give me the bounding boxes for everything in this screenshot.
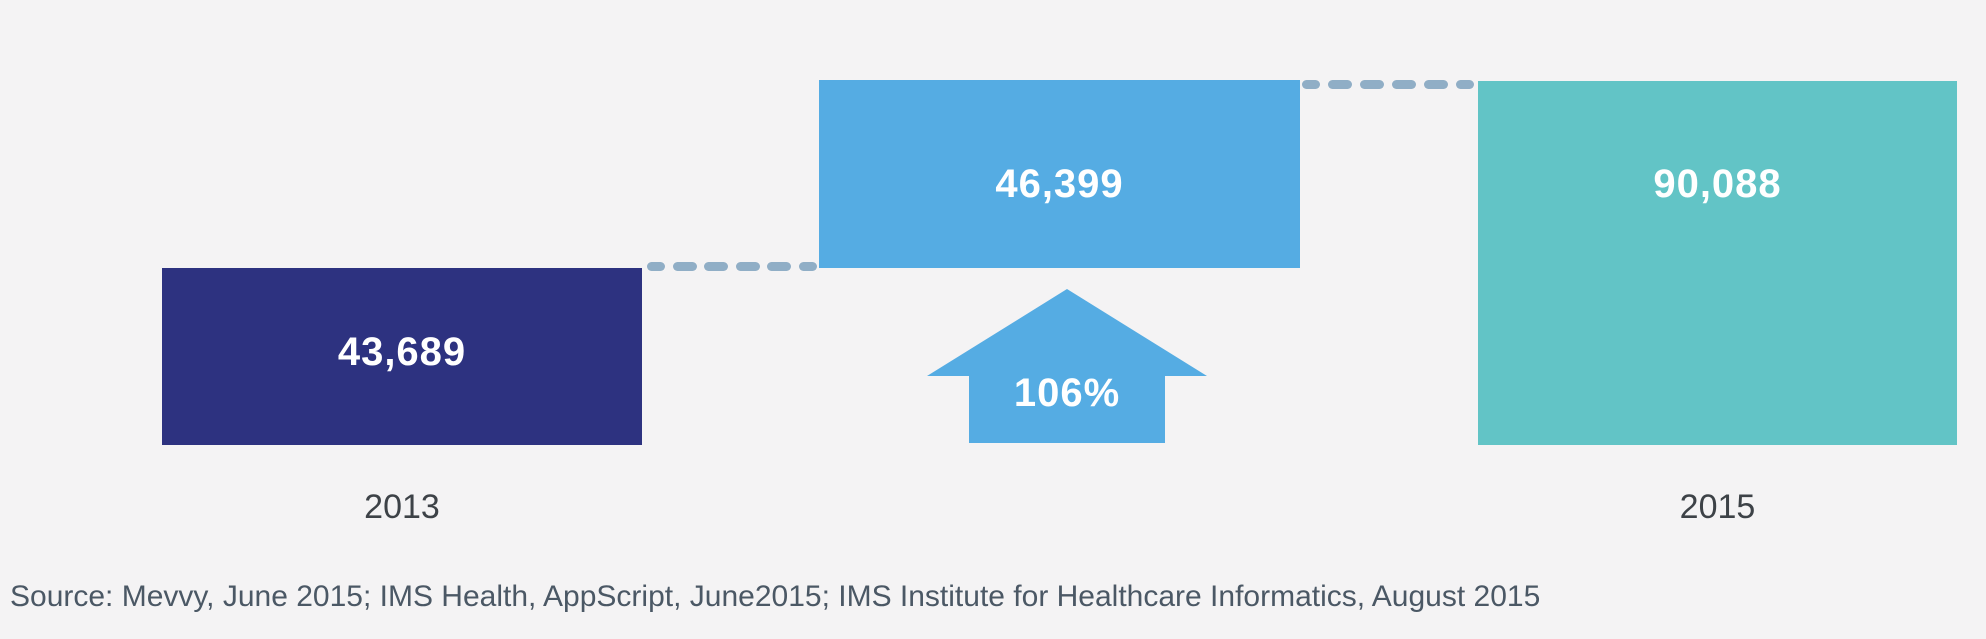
bar-2015-value: 90,088 (1653, 162, 1782, 206)
bar-2013: 43,689 (162, 268, 642, 445)
bar-increase: 46,399 (819, 80, 1300, 268)
source-note: Source: Mevvy, June 2015; IMS Health, Ap… (10, 580, 1541, 613)
dash-segment (1456, 80, 1474, 89)
dash-segment (767, 262, 792, 271)
connector-dashes-right (1302, 80, 1474, 89)
dash-segment (1360, 80, 1384, 89)
dash-segment (672, 262, 697, 271)
bar-2015: 90,088 (1478, 81, 1957, 445)
dash-segment (1392, 80, 1416, 89)
dash-segment (1424, 80, 1448, 89)
dash-segment (1302, 80, 1320, 89)
year-label-2013: 2013 (364, 488, 440, 526)
growth-arrow: 106% (927, 289, 1207, 443)
up-arrow-icon (927, 289, 1207, 443)
dash-segment (1328, 80, 1352, 89)
up-arrow-shape (927, 289, 1207, 443)
dash-segment (647, 262, 665, 271)
dash-segment (798, 262, 817, 271)
growth-percent-label: 106% (1013, 371, 1121, 415)
year-label-2015: 2015 (1679, 488, 1756, 526)
bar-2013-value: 43,689 (337, 330, 467, 374)
dash-segment (704, 262, 729, 271)
dash-segment (735, 262, 760, 271)
bar-increase-value: 46,399 (995, 162, 1124, 206)
connector-dashes-left (647, 262, 817, 271)
